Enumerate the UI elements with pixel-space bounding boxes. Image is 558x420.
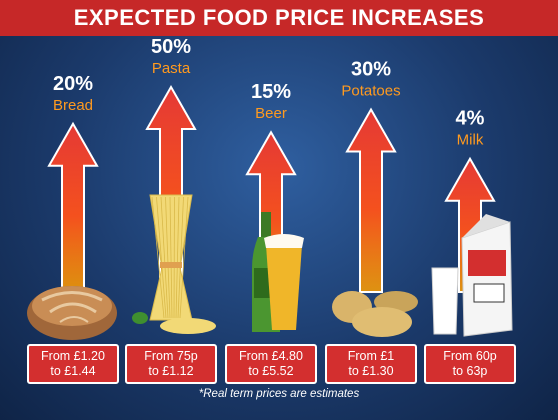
footnote: *Real term prices are estimates	[198, 388, 360, 400]
category-label-pasta: Pasta	[152, 60, 191, 77]
svg-text:to £1.12: to £1.12	[148, 364, 193, 378]
category-label-potatoes: Potatoes	[341, 83, 400, 100]
value-label-beer: 15%	[251, 81, 291, 103]
arrow-bread	[47, 121, 99, 293]
svg-text:to £5.52: to £5.52	[248, 364, 293, 378]
chart-title: EXPECTED FOOD PRICE INCREASES	[0, 0, 558, 36]
value-label-bread: 20%	[53, 73, 93, 95]
spaghetti-bundle-icon	[132, 194, 216, 334]
value-label-pasta: 50%	[151, 36, 191, 58]
milk-carton-and-glass-icon	[431, 214, 513, 337]
svg-text:to 63p: to 63p	[453, 364, 488, 378]
value-label-milk: 4%	[456, 108, 485, 130]
value-label-potatoes: 30%	[351, 59, 391, 81]
svg-text:From 60p: From 60p	[443, 349, 497, 363]
category-label-beer: Beer	[255, 105, 287, 122]
svg-text:From £1: From £1	[348, 349, 395, 363]
svg-text:From 75p: From 75p	[144, 349, 198, 363]
beer-bottle-and-glass-icon	[252, 212, 304, 332]
potatoes-icon	[332, 291, 418, 337]
svg-text:From £4.80: From £4.80	[239, 349, 303, 363]
arrow-potatoes	[345, 107, 397, 293]
svg-text:to £1.44: to £1.44	[50, 364, 95, 378]
svg-text:to £1.30: to £1.30	[348, 364, 393, 378]
svg-text:From £1.20: From £1.20	[41, 349, 105, 363]
category-label-bread: Bread	[53, 97, 93, 114]
bread-loaf-icon	[27, 286, 117, 340]
category-label-milk: Milk	[457, 132, 484, 149]
price-label-potatoes: From £1to £1.30	[325, 344, 417, 384]
